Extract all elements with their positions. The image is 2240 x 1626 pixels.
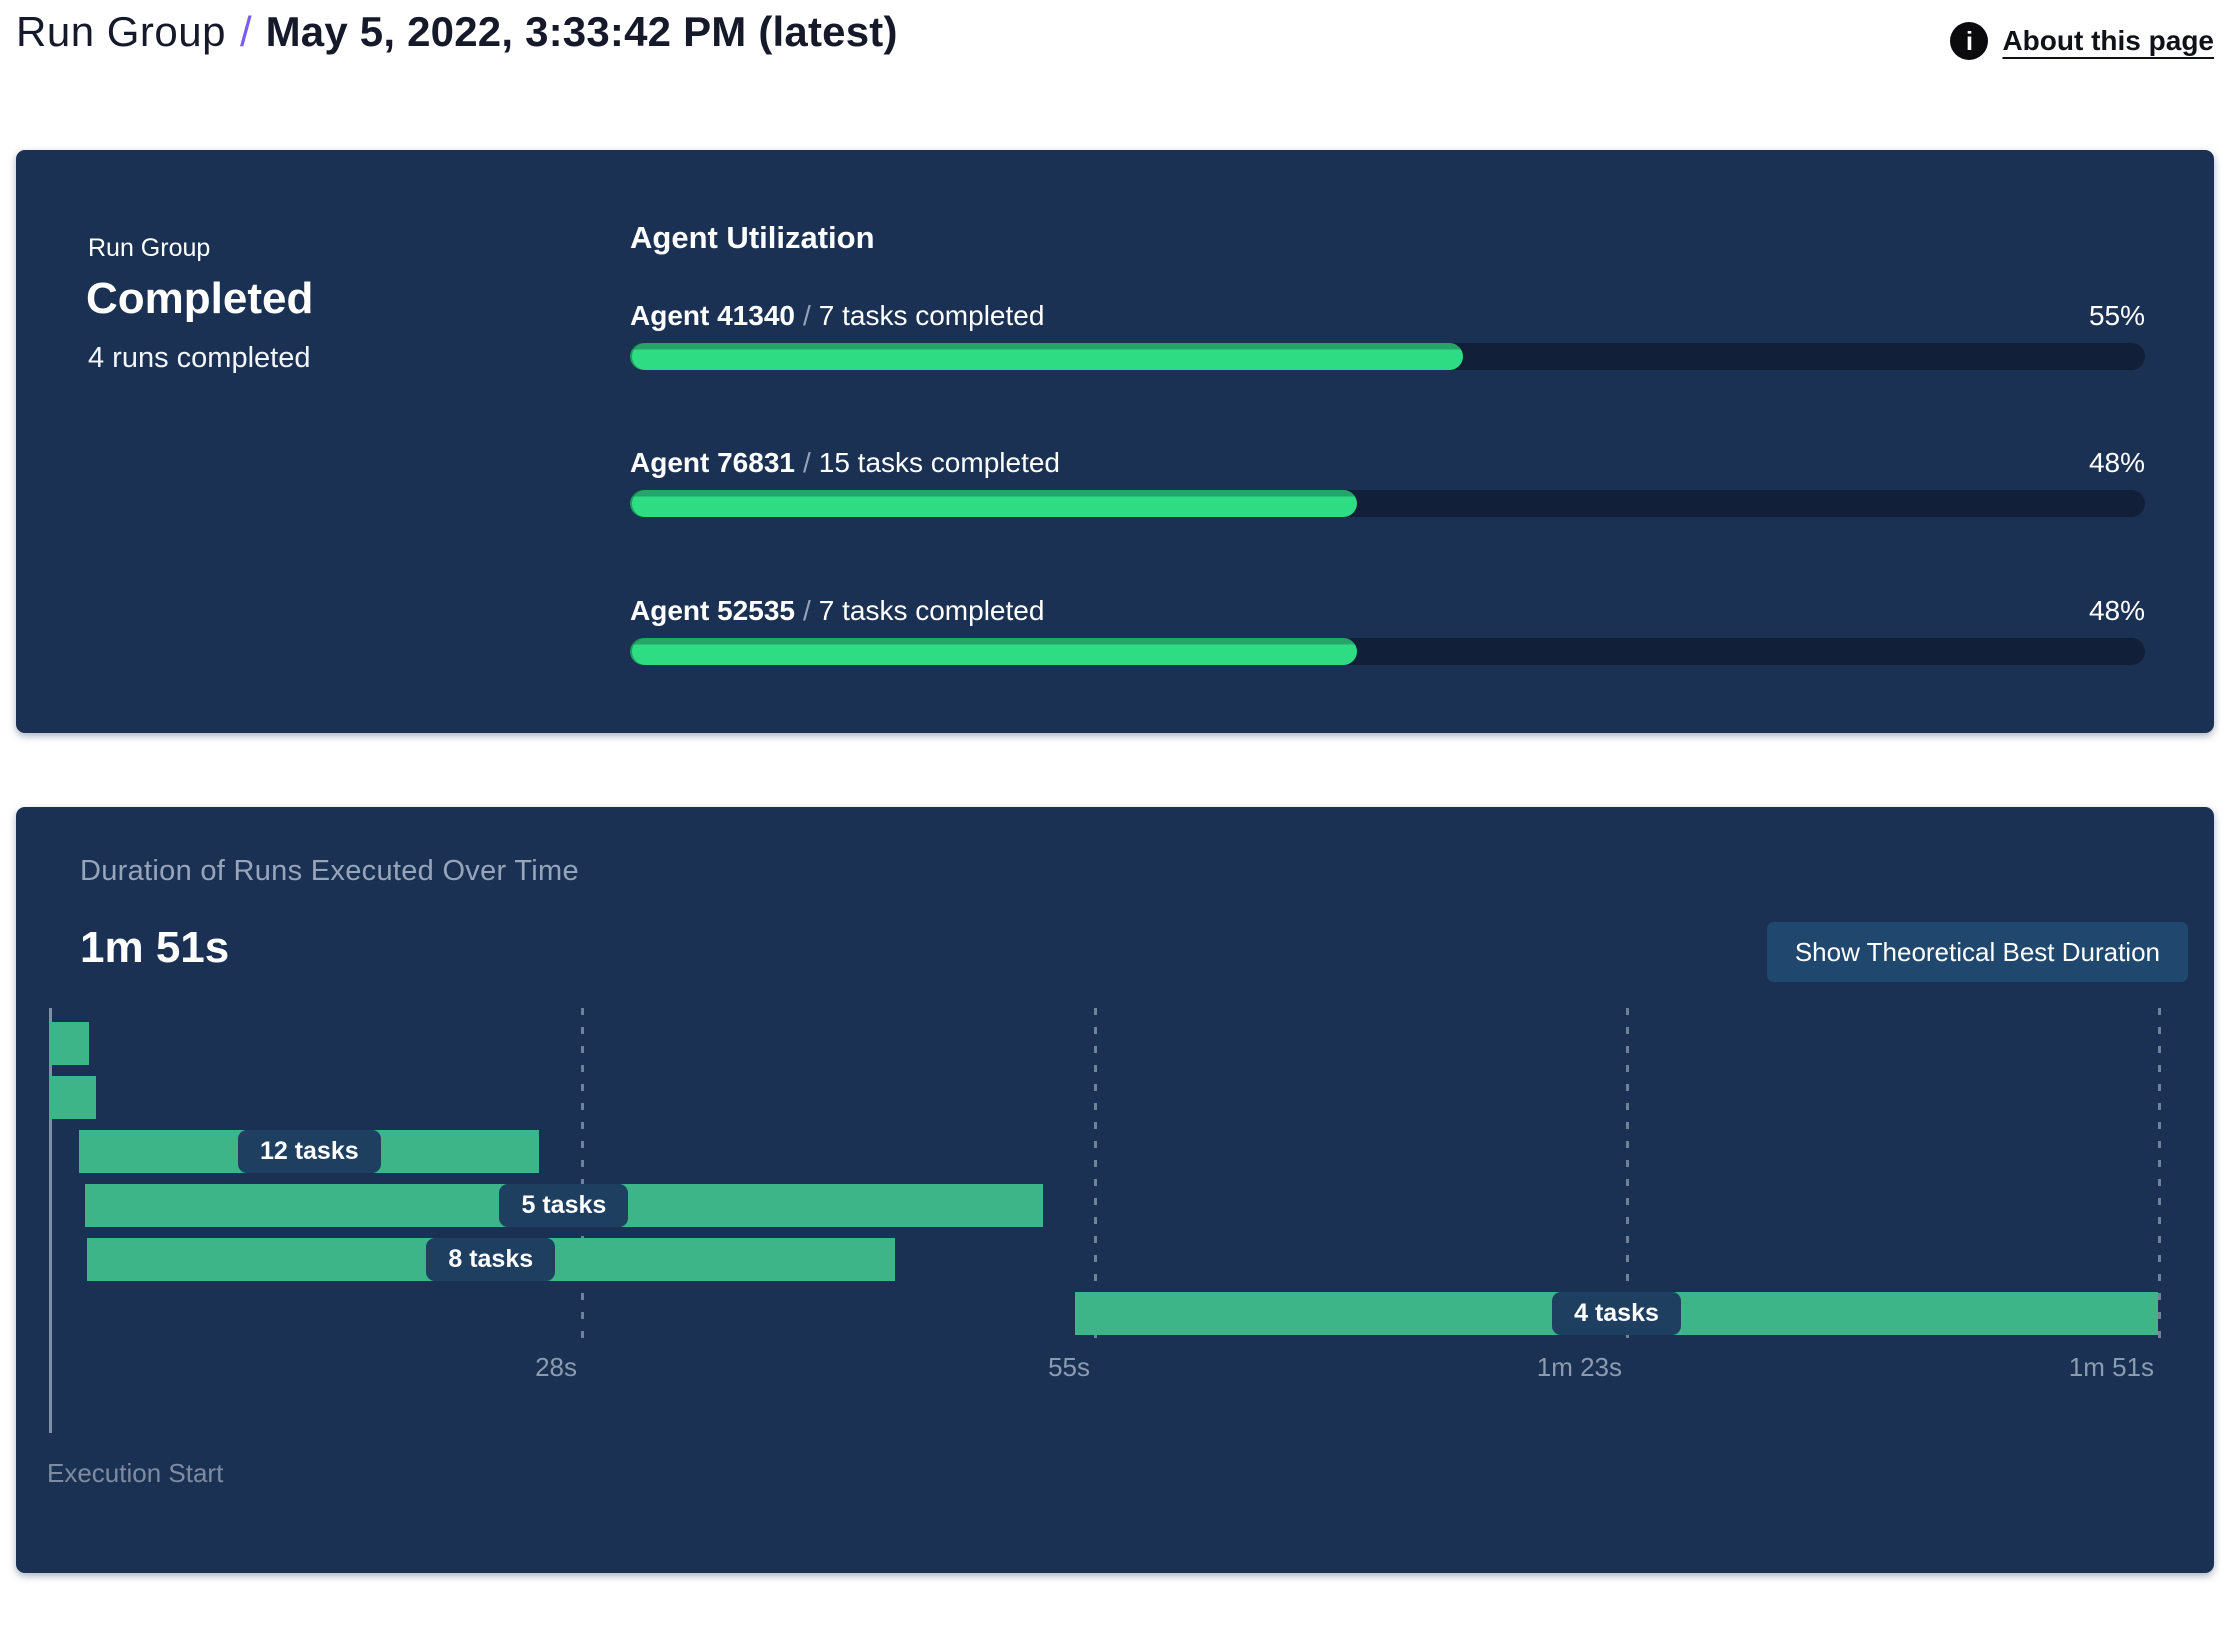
gantt-run-bar[interactable]: 12 tasks — [79, 1130, 540, 1173]
utilization-progress-track — [630, 343, 2145, 370]
gantt-gridline — [1626, 1008, 1629, 1345]
gantt-run-bar[interactable]: 8 tasks — [87, 1238, 895, 1281]
execution-start-axis-line — [49, 1008, 52, 1433]
agent-name: Agent 52535 — [630, 595, 795, 626]
agent-label: Agent 52535/7 tasks completed — [630, 595, 1044, 627]
agent-separator: / — [802, 595, 811, 626]
agent-utilization-percent: 48% — [2088, 447, 2145, 478]
gantt-run-bar[interactable]: 5 tasks — [85, 1184, 1043, 1227]
max-duration-value: 1m 51s — [80, 923, 230, 972]
agent-utilization-percent: 55% — [2088, 300, 2145, 331]
breadcrumb: Run Group / May 5, 2022, 3:33:42 PM (lat… — [16, 8, 898, 56]
utilization-progress-fill — [630, 490, 1358, 517]
run-group-summary-card: Run Group Completed 4 runs completed Age… — [16, 150, 2214, 733]
agent-utilization-row: Agent 41340/7 tasks completed 55% — [630, 300, 2145, 372]
gantt-task-count-pill: 12 tasks — [237, 1130, 381, 1173]
gantt-plot: Execution Start 28s 55s 1m 23s 1m 51s 12 tas… — [47, 1008, 2161, 1508]
agent-tasks-completed: 7 tasks completed — [818, 300, 1045, 331]
gantt-gridline — [581, 1008, 584, 1345]
agent-separator: / — [802, 300, 811, 331]
execution-start-label: Execution Start — [47, 1458, 224, 1488]
agent-separator: / — [802, 447, 811, 478]
gantt-tick-label: 1m 51s — [2068, 1352, 2154, 1382]
agent-utilization-row: Agent 52535/7 tasks completed 48% — [630, 595, 2145, 667]
page-header: Run Group / May 5, 2022, 3:33:42 PM (lat… — [16, 8, 2214, 78]
gantt-task-count-pill: 4 tasks — [1552, 1292, 1681, 1335]
show-theoretical-best-duration-button[interactable]: Show Theoretical Best Duration — [1766, 922, 2188, 982]
gantt-run-bar[interactable] — [49, 1022, 89, 1065]
page-title: May 5, 2022, 3:33:42 PM (latest) — [265, 8, 898, 55]
agent-name: Agent 76831 — [630, 447, 795, 478]
gantt-task-count-pill: 8 tasks — [426, 1238, 556, 1281]
utilization-progress-fill — [630, 638, 1358, 665]
breadcrumb-separator: / — [239, 8, 252, 55]
gantt-tick-label: 1m 23s — [1536, 1352, 1622, 1382]
agent-label: Agent 41340/7 tasks completed — [630, 300, 1044, 332]
gantt-run-bar[interactable]: 4 tasks — [1075, 1292, 2158, 1335]
agent-utilization-title: Agent Utilization — [630, 220, 875, 255]
gantt-tick-label: 55s — [1048, 1352, 1090, 1382]
agent-tasks-completed: 15 tasks completed — [818, 447, 1060, 478]
agent-tasks-completed: 7 tasks completed — [818, 595, 1045, 626]
agent-utilization-percent: 48% — [2088, 595, 2145, 626]
utilization-progress-track — [630, 638, 2145, 665]
run-group-label: Run Group — [88, 234, 211, 262]
utilization-progress-fill — [630, 343, 1464, 370]
duration-chart-title: Duration of Runs Executed Over Time — [80, 855, 579, 887]
agent-utilization-row: Agent 76831/15 tasks completed 48% — [630, 447, 2145, 519]
gantt-task-count-pill: 5 tasks — [499, 1184, 629, 1227]
gantt-run-bar[interactable] — [49, 1076, 97, 1119]
agent-label: Agent 76831/15 tasks completed — [630, 447, 1060, 479]
gantt-tick-label: 28s — [535, 1352, 577, 1382]
agent-name: Agent 41340 — [630, 300, 795, 331]
about-this-page-link[interactable]: About this page — [2002, 25, 2214, 56]
gantt-gridline — [1094, 1008, 1097, 1345]
utilization-progress-track — [630, 490, 2145, 517]
runs-completed: 4 runs completed — [88, 342, 311, 374]
gantt-gridline — [2158, 1008, 2161, 1345]
about-this-page[interactable]: i About this page — [1950, 22, 2214, 60]
duration-card: Duration of Runs Executed Over Time 1m 5… — [16, 807, 2214, 1573]
run-group-status: Completed — [86, 274, 314, 323]
info-icon: i — [1950, 22, 1989, 60]
breadcrumb-run-group[interactable]: Run Group — [16, 8, 226, 55]
